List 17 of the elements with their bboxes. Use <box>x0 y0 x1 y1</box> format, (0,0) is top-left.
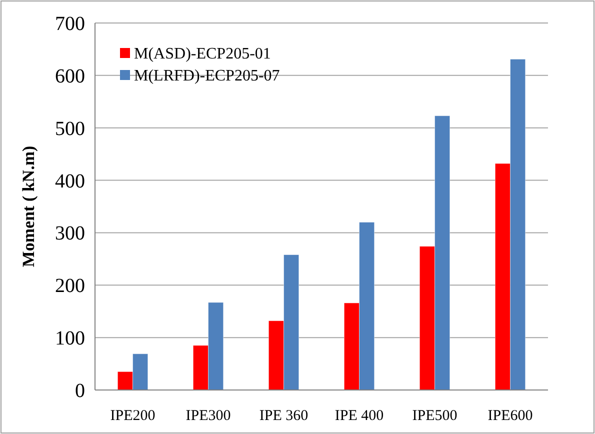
y-tick-label: 200 <box>55 275 85 298</box>
x-tick-label: IPE 400 <box>334 408 384 424</box>
legend-label: M(LRFD)-ECP205-07 <box>134 68 280 85</box>
y-axis-title: Moment ( kN.m) <box>19 146 38 268</box>
x-tick-label: IPE200 <box>110 408 156 424</box>
y-tick-label: 100 <box>55 328 85 350</box>
x-tick-label: IPE500 <box>412 408 458 424</box>
y-tick-label: 700 <box>55 13 85 35</box>
x-tick-label: IPE300 <box>186 408 231 424</box>
legend-label: M(ASD)-ECP205-01 <box>134 46 271 63</box>
x-tick-label: IPE600 <box>488 408 533 424</box>
y-tick-label: 500 <box>55 118 85 140</box>
y-tick-label: 400 <box>55 170 85 192</box>
y-tick-label: 300 <box>55 222 85 245</box>
x-tick-label: IPE 360 <box>259 408 308 424</box>
y-tick-label: 600 <box>55 65 85 88</box>
y-tick-label: 0 <box>75 380 85 402</box>
